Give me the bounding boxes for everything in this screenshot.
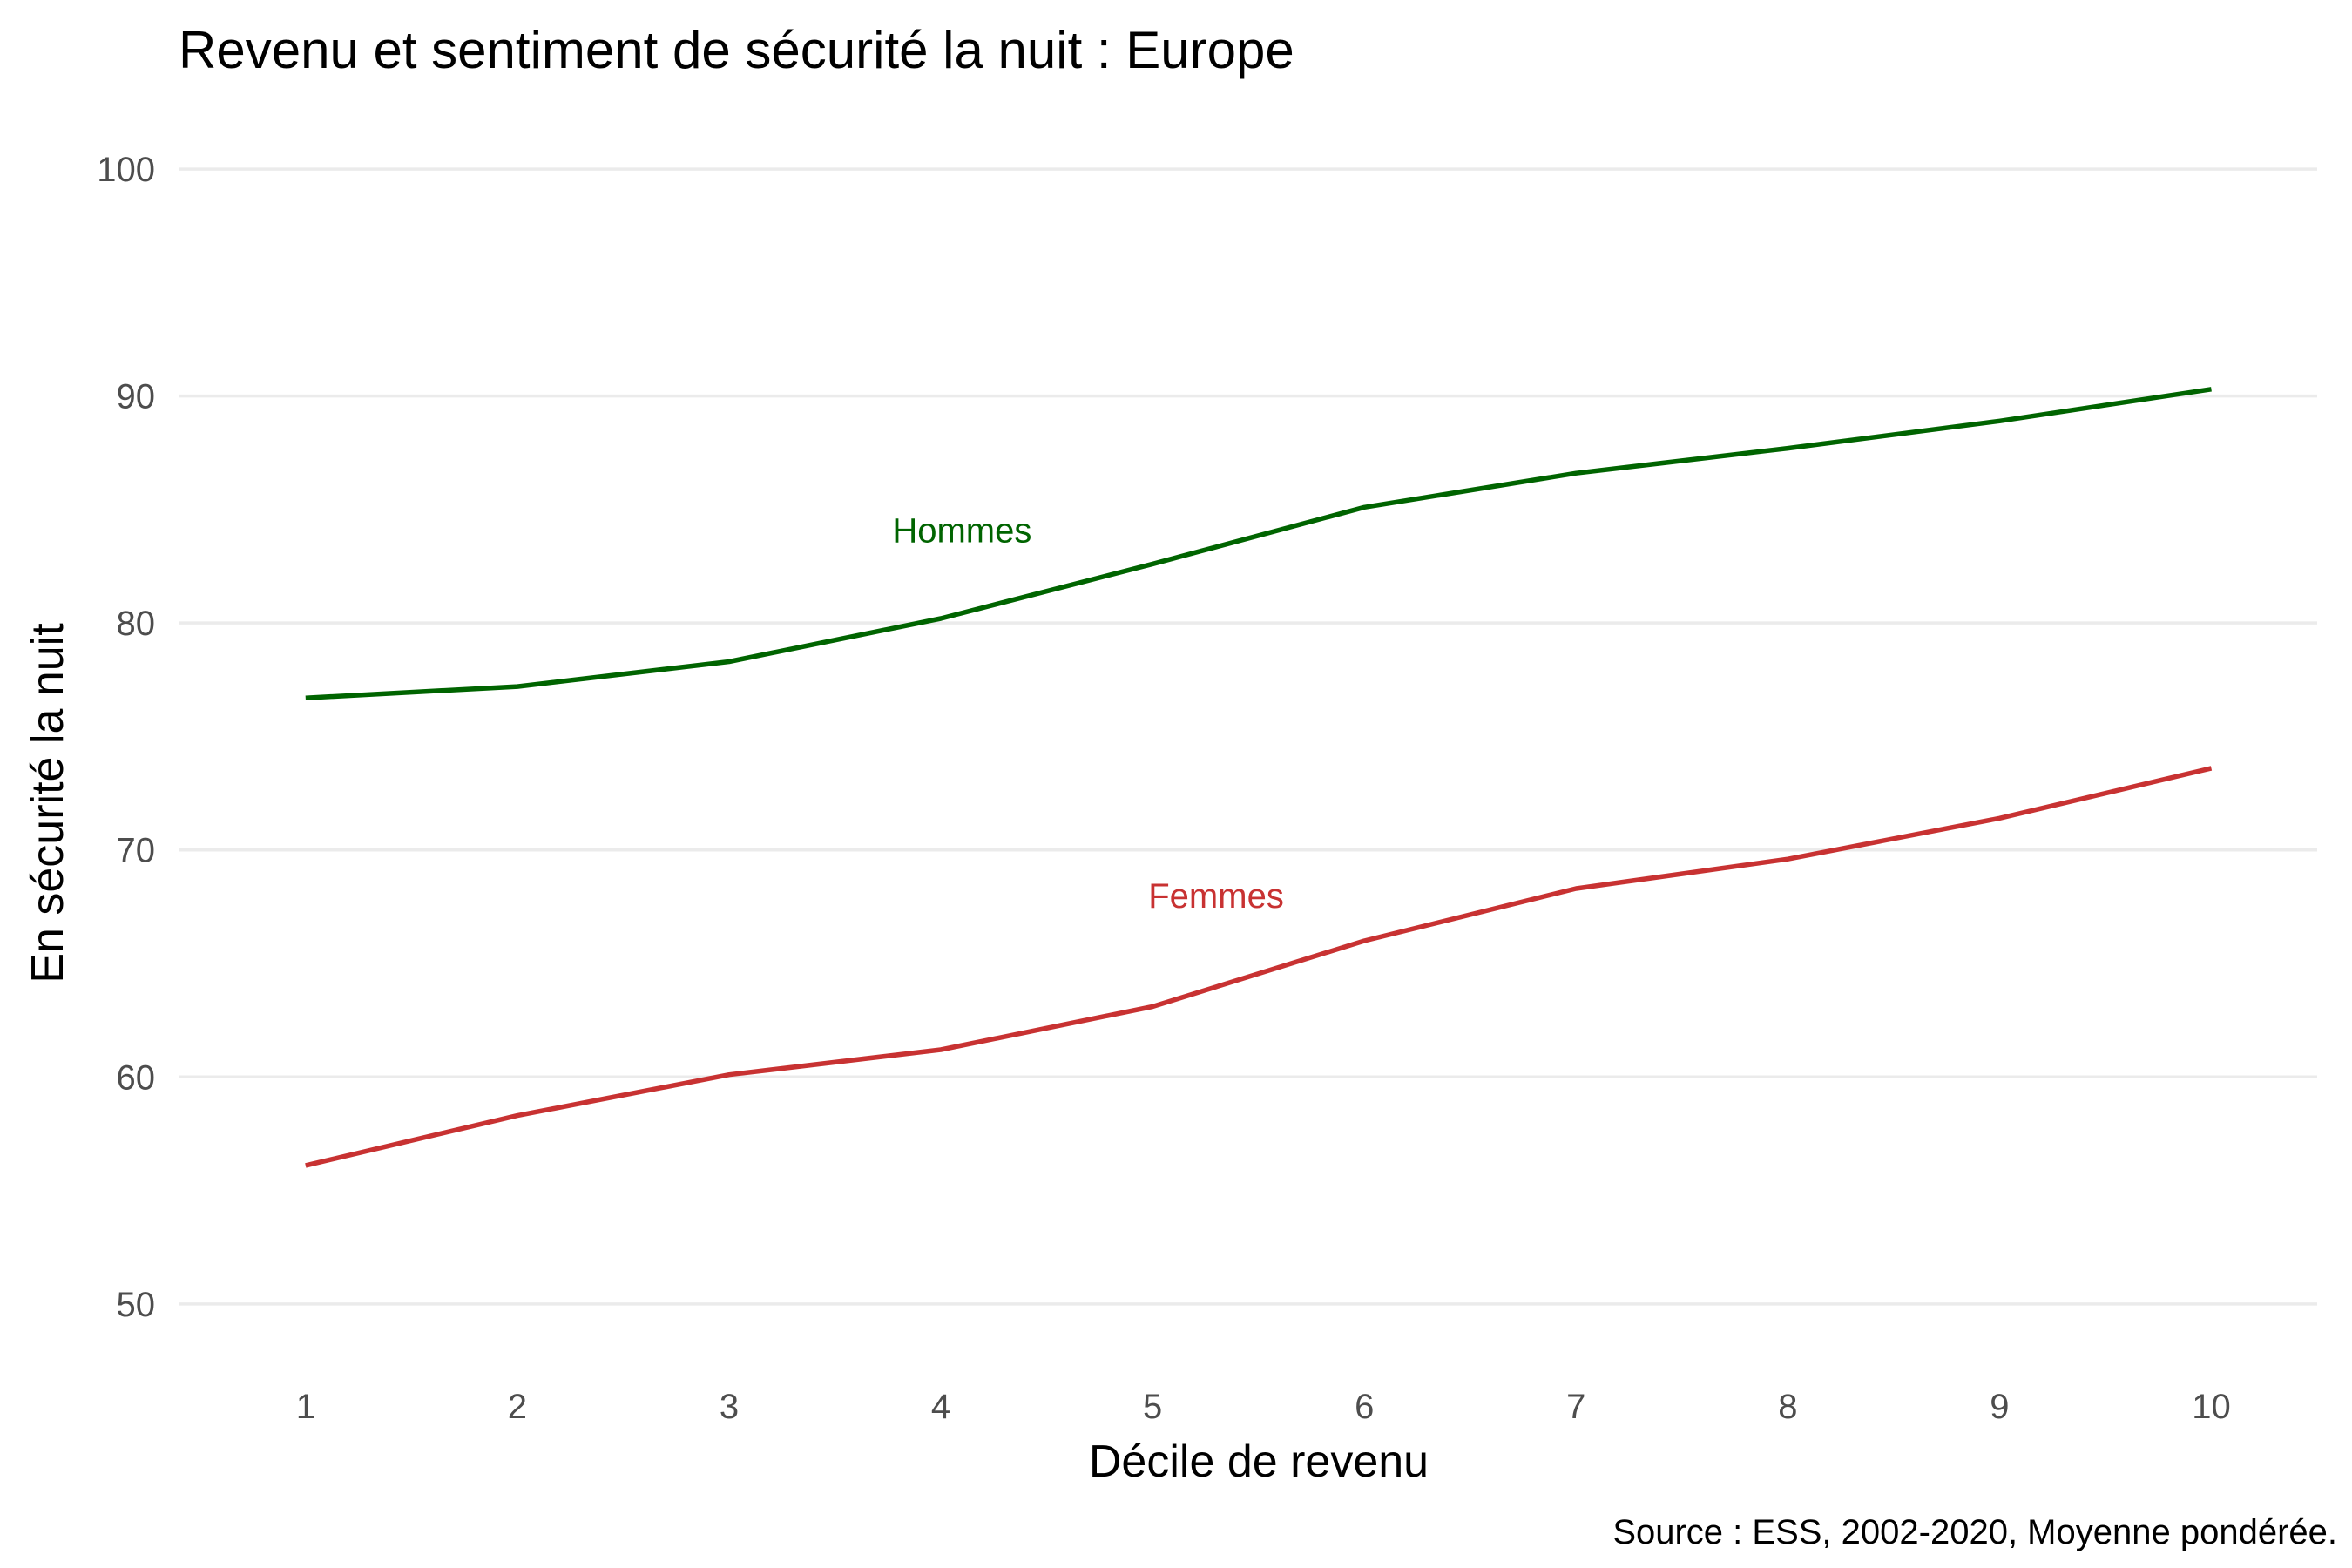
grid-layer xyxy=(179,167,2317,1306)
y-tick-label: 90 xyxy=(117,378,156,416)
y-axis-title: En sécurité la nuit xyxy=(23,623,73,983)
y-tick-label: 80 xyxy=(117,605,156,643)
y-tick-label: 70 xyxy=(117,832,156,870)
x-tick-label: 7 xyxy=(1566,1388,1585,1426)
x-tick-label: 8 xyxy=(1778,1388,1797,1426)
x-tick-label: 1 xyxy=(296,1388,315,1426)
y-tick-label: 60 xyxy=(117,1058,156,1097)
x-tick-label: 2 xyxy=(508,1388,527,1426)
series-layer xyxy=(305,387,2213,1168)
series-label-hommes: Hommes xyxy=(892,511,1031,550)
x-tick-label: 9 xyxy=(1990,1388,2009,1426)
y-tick-labels: 50 60 70 80 90 100 xyxy=(97,151,155,1324)
series-labels: Hommes Femmes xyxy=(892,511,1283,915)
y-tick-label: 100 xyxy=(97,151,155,189)
x-tick-labels: 1 2 3 4 5 6 7 8 9 10 xyxy=(296,1388,2231,1426)
x-tick-label: 6 xyxy=(1355,1388,1374,1426)
source-caption: Source : ESS, 2002-2020, Moyenne pondéré… xyxy=(1612,1513,2337,1551)
x-tick-label: 10 xyxy=(2192,1388,2231,1426)
x-tick-label: 5 xyxy=(1143,1388,1162,1426)
x-axis-title: Décile de revenu xyxy=(1089,1436,1429,1487)
x-tick-label: 4 xyxy=(931,1388,950,1426)
series-label-femmes: Femmes xyxy=(1148,877,1284,916)
x-tick-label: 3 xyxy=(720,1388,739,1426)
series-line-hommes xyxy=(305,387,2212,700)
chart-title: Revenu et sentiment de sécurité la nuit … xyxy=(179,21,1294,79)
y-tick-label: 50 xyxy=(117,1286,156,1324)
series-line-femmes xyxy=(305,766,2213,1168)
